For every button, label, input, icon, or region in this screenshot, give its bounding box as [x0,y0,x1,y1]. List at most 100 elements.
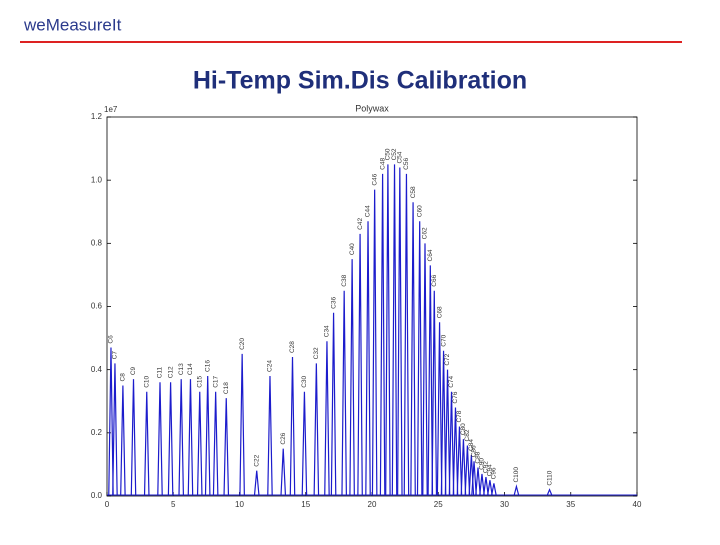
peak [487,480,493,496]
peak-label: C66 [431,274,438,286]
peak [513,484,520,496]
peak-label: C7 [112,351,119,360]
y-tick-label: 1.0 [91,175,103,184]
peak-label: C74 [448,375,455,387]
peak [464,445,471,496]
y-tick-label: 1.2 [91,112,103,121]
peak-label: C68 [436,306,443,318]
peak [330,312,337,496]
slide-title: Hi-Temp Sim.Dis Calibration [193,67,527,95]
peak-label: C96 [491,467,498,479]
peak [280,448,287,496]
peak [431,290,438,496]
peak-label: C9 [130,366,137,375]
peak [422,243,428,496]
peak-label: C13 [178,363,185,375]
y-tick-label: 0.0 [91,491,103,500]
peak-label: C84 [468,439,475,451]
peak-label: C12 [167,366,174,378]
peak [448,391,455,496]
peak [371,189,378,496]
peak [471,461,477,496]
peak [456,426,463,496]
peak-label: C52 [391,148,398,160]
peak [440,350,447,496]
peak-label: C15 [196,375,203,387]
peak-label: C11 [157,366,164,378]
peak [212,391,219,496]
peak [403,173,410,496]
peak-label: C28 [289,341,296,353]
x-tick-label: 0 [105,500,110,509]
peak-label: C60 [416,205,423,217]
y-tick-label: 0.2 [91,428,103,437]
peak [167,382,174,496]
peak-label: C20 [239,338,246,350]
y-tick-label: 0.8 [91,238,103,247]
peak [130,379,137,496]
peak-label: C72 [444,353,451,365]
peak [267,375,273,496]
peak-label: C48 [379,158,386,170]
peak [444,369,451,496]
peak [289,357,296,496]
peak-label: C40 [349,243,356,255]
peak [546,488,553,496]
peak [397,167,403,496]
peak-label: C90 [479,458,486,470]
peak-label: C36 [330,297,337,309]
peak [483,476,489,496]
peak-label: C38 [341,274,348,286]
peak-label: C6 [108,335,115,344]
peak [120,385,126,496]
peak [239,353,245,496]
peak-label: C58 [410,186,417,198]
peak-label: C24 [267,360,274,372]
peak [253,470,260,496]
peak-label: C10 [143,375,150,387]
peak-label: C18 [223,382,230,394]
peak-label: C62 [422,227,429,239]
peak [436,322,443,496]
peak-label: C17 [212,375,219,387]
peak-label: C110 [546,470,553,485]
x-tick-label: 15 [301,500,310,509]
peak [112,363,118,496]
peak-label: C94 [487,464,494,476]
y-tick-label: 0.6 [91,302,103,311]
peak-label: C26 [280,432,287,444]
peak [479,473,485,496]
peak [475,467,481,496]
peak [157,382,163,496]
peak-label: C76 [452,391,459,403]
peak [341,290,347,496]
chart-title: Polywax [355,103,389,113]
peak [301,391,308,496]
x-tick-label: 5 [171,500,176,509]
peak [223,398,230,496]
peak [108,347,114,496]
peak-label: C8 [120,373,127,382]
peak [204,375,211,496]
peak [187,379,194,496]
peak [365,221,371,496]
peak [460,439,467,496]
peak [452,407,459,496]
peak-label: C30 [301,375,308,387]
peak-label: C46 [371,173,378,185]
y-tick-label: 0.4 [91,365,103,374]
peak-label: C50 [385,148,392,160]
peak [416,221,423,496]
peak-label: C86 [471,445,478,457]
logo: weMeasureIt [23,15,122,34]
peak [385,164,391,496]
peak-label: C32 [313,347,320,359]
peak-label: C54 [397,151,404,163]
x-tick-label: 10 [235,500,244,509]
peak [349,259,355,496]
peak-label: C14 [187,363,194,375]
peak [410,202,416,496]
x-tick-label: 20 [368,500,377,509]
x-tick-label: 40 [633,500,642,509]
